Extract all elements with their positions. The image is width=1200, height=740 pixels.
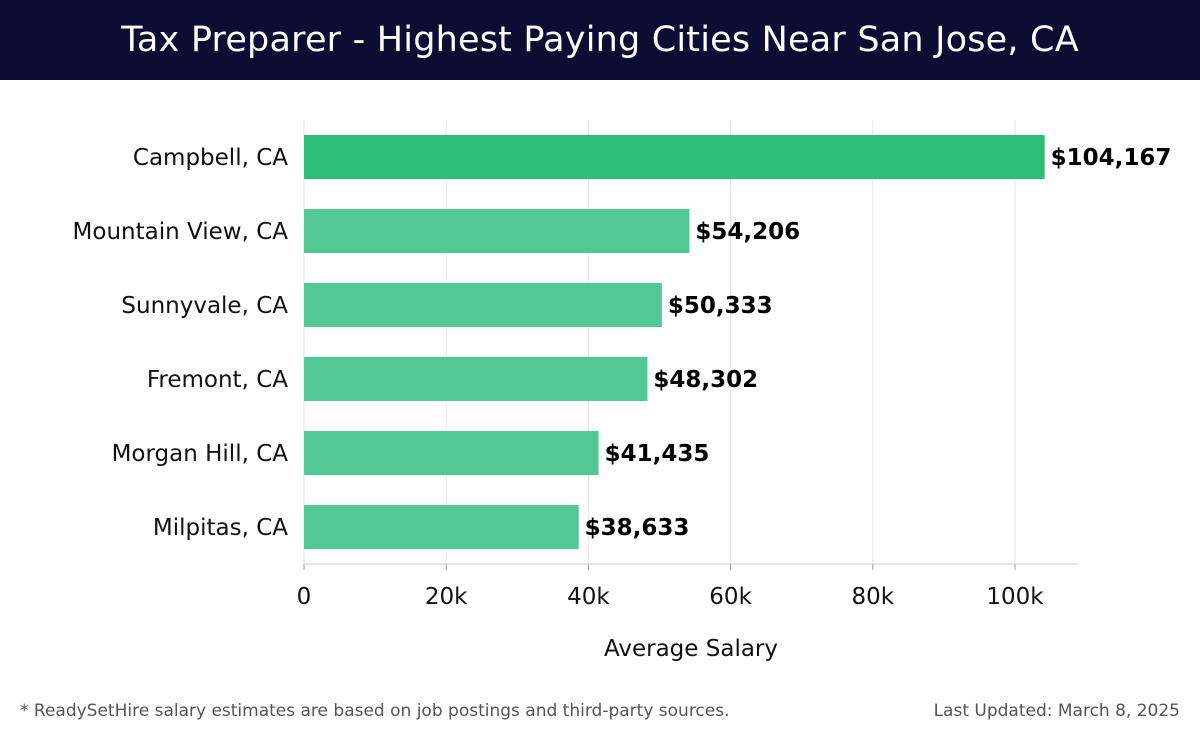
bar bbox=[304, 283, 662, 327]
value-label: $50,333 bbox=[668, 293, 773, 319]
value-label: $54,206 bbox=[695, 219, 800, 245]
footnote: * ReadySetHire salary estimates are base… bbox=[20, 701, 730, 721]
x-tick-label: 0 bbox=[297, 584, 312, 610]
value-label: $104,167 bbox=[1051, 145, 1172, 171]
bars bbox=[304, 135, 1045, 549]
x-axis: 0 20k 40k 60k 80k 100k bbox=[297, 563, 1079, 610]
bar bbox=[304, 209, 690, 253]
category-label: Fremont, CA bbox=[147, 367, 288, 393]
category-label: Mountain View, CA bbox=[73, 219, 289, 245]
category-label: Sunnyvale, CA bbox=[121, 293, 288, 319]
bar bbox=[304, 135, 1045, 179]
category-label: Morgan Hill, CA bbox=[112, 441, 289, 467]
bar bbox=[304, 357, 648, 401]
last-updated: Last Updated: March 8, 2025 bbox=[933, 701, 1180, 721]
value-label: $48,302 bbox=[653, 367, 758, 393]
category-label: Campbell, CA bbox=[133, 145, 288, 171]
salary-bar-chart: 0 20k 40k 60k 80k 100k Campbell, CA $104,167 Mo… bbox=[73, 120, 1172, 662]
x-tick-label: 80k bbox=[852, 584, 895, 610]
category-label: Milpitas, CA bbox=[153, 515, 288, 541]
chart-header: Tax Preparer - Highest Paying Cities Nea… bbox=[0, 0, 1200, 80]
x-tick-label: 40k bbox=[567, 584, 610, 610]
labels: Campbell, CA $104,167 Mountain View, CA $54… bbox=[73, 145, 1172, 541]
x-tick-label: 100k bbox=[986, 584, 1044, 610]
x-tick-label: 60k bbox=[709, 584, 752, 610]
bar bbox=[304, 505, 579, 549]
x-axis-title: Average Salary bbox=[604, 636, 778, 662]
x-tick-label: 20k bbox=[425, 584, 468, 610]
value-label: $38,633 bbox=[585, 515, 690, 541]
bar bbox=[304, 431, 599, 475]
chart-title: Tax Preparer - Highest Paying Cities Nea… bbox=[121, 20, 1079, 60]
value-label: $41,435 bbox=[605, 441, 710, 467]
grid-lines bbox=[303, 120, 1016, 564]
